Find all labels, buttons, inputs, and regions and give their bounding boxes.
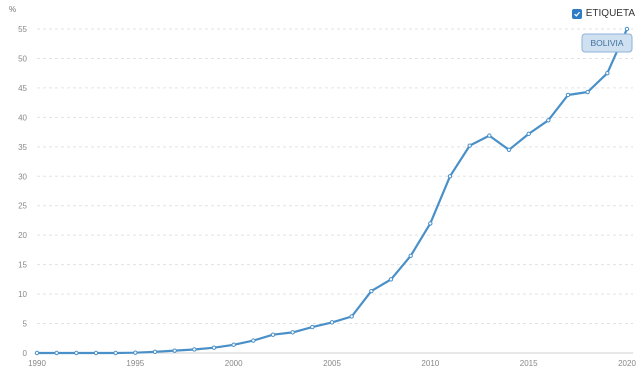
data-point[interactable] bbox=[74, 350, 79, 356]
series-label-box bbox=[581, 33, 633, 53]
series-line bbox=[35, 27, 629, 355]
data-point[interactable] bbox=[133, 350, 138, 355]
y-tick-label: 10 bbox=[18, 290, 27, 299]
data-point[interactable] bbox=[152, 349, 158, 355]
y-tick-label: 50 bbox=[18, 54, 27, 63]
data-point[interactable] bbox=[349, 314, 354, 319]
x-tick-label: 2010 bbox=[421, 359, 439, 368]
data-point[interactable] bbox=[388, 277, 394, 282]
y-tick-label: 0 bbox=[23, 349, 28, 358]
checkbox-icon[interactable] bbox=[571, 8, 582, 19]
x-tick-label: 2020 bbox=[618, 359, 636, 368]
x-tick-label: 2000 bbox=[225, 359, 243, 368]
data-point[interactable] bbox=[310, 324, 315, 330]
x-tick-label: 1990 bbox=[28, 359, 46, 368]
x-tick-label: 2005 bbox=[323, 359, 341, 368]
data-point[interactable] bbox=[369, 288, 374, 294]
x-tick-label: 1995 bbox=[126, 359, 144, 368]
y-unit-label: % bbox=[9, 5, 16, 14]
data-point[interactable] bbox=[290, 330, 295, 335]
data-point[interactable] bbox=[113, 350, 118, 356]
y-tick-label: 40 bbox=[18, 113, 27, 122]
data-point[interactable] bbox=[270, 332, 276, 337]
y-tick-label: 30 bbox=[18, 172, 27, 181]
data-point[interactable] bbox=[192, 347, 197, 352]
y-tick-label: 55 bbox=[18, 25, 27, 34]
y-tick-label: 5 bbox=[23, 320, 28, 329]
data-point[interactable] bbox=[565, 92, 571, 98]
data-point[interactable] bbox=[231, 342, 236, 347]
data-point[interactable] bbox=[506, 147, 512, 152]
data-point[interactable] bbox=[54, 350, 59, 356]
y-tick-label: 25 bbox=[18, 202, 27, 211]
data-point[interactable] bbox=[546, 118, 551, 123]
y-tick-label: 20 bbox=[18, 231, 27, 240]
data-point[interactable] bbox=[605, 70, 610, 76]
y-tick-label: 15 bbox=[18, 261, 27, 270]
data-point[interactable] bbox=[447, 174, 453, 179]
data-point[interactable] bbox=[624, 26, 630, 32]
x-tick-label: 2015 bbox=[520, 359, 538, 368]
data-point[interactable] bbox=[428, 221, 433, 226]
y-tick-label: 45 bbox=[18, 84, 27, 93]
y-tick-label: 35 bbox=[18, 143, 27, 152]
data-point[interactable] bbox=[487, 133, 492, 138]
data-point[interactable] bbox=[251, 338, 256, 343]
legend-toggle[interactable]: ETIQUETA bbox=[571, 8, 635, 19]
series-label: BOLIVIA bbox=[590, 38, 623, 48]
data-point[interactable] bbox=[34, 350, 40, 356]
data-point[interactable] bbox=[211, 345, 217, 350]
data-point[interactable] bbox=[526, 131, 531, 137]
data-point[interactable] bbox=[585, 89, 590, 95]
data-point[interactable] bbox=[329, 320, 335, 325]
data-point[interactable] bbox=[172, 348, 177, 353]
data-point[interactable] bbox=[93, 350, 99, 356]
data-point[interactable] bbox=[408, 253, 413, 259]
legend-checkbox-label: ETIQUETA bbox=[585, 8, 635, 19]
data-point[interactable] bbox=[467, 143, 472, 148]
